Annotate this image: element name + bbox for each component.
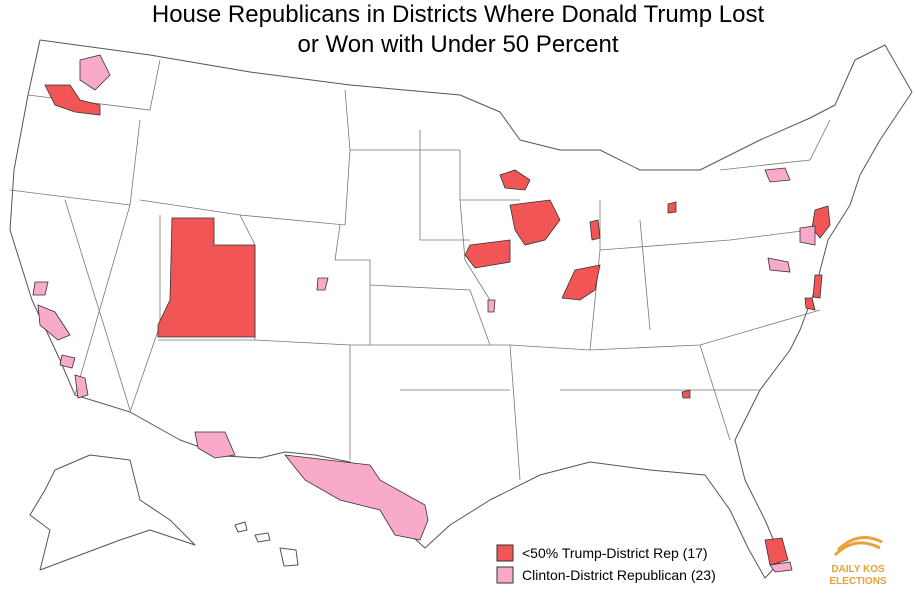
pink-districts — [32, 54, 816, 573]
title-line: House Republicans in Districts Where Don… — [152, 1, 765, 28]
legend-label: <50% Trump-District Rep (17) — [522, 545, 708, 561]
logo: DAILY KOS ELECTIONS — [829, 536, 887, 587]
legend-swatch — [496, 544, 514, 562]
title-line: or Won with Under 50 Percent — [297, 31, 618, 58]
legend-swatch — [496, 566, 514, 584]
legend-label: Clinton-District Republican (23) — [522, 567, 716, 583]
hawaii — [234, 521, 299, 567]
logo-text: DAILY KOS — [831, 564, 885, 575]
red-districts — [44, 84, 831, 566]
us-outline — [9, 39, 913, 579]
logo-text: ELECTIONS — [829, 576, 887, 587]
alaska — [29, 454, 196, 571]
